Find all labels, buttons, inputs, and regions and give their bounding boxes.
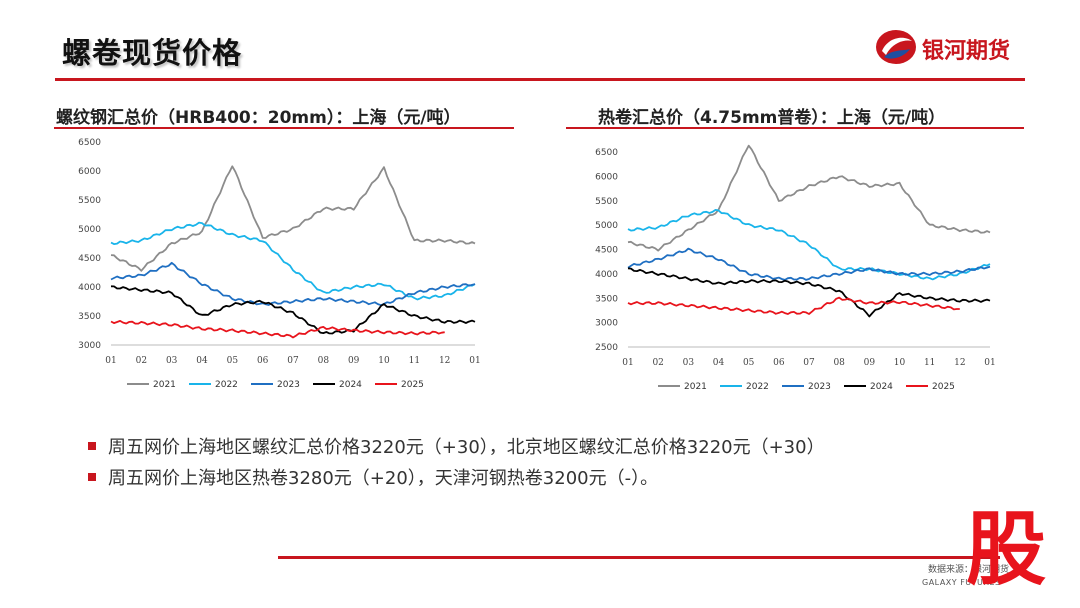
legend-label-2024: 2024: [339, 380, 362, 390]
rebar-chart-title: 螺纹钢汇总价（HRB400：20mm）：上海（元/吨）: [56, 108, 461, 128]
legend-label-2021: 2021: [153, 380, 176, 390]
y-tick-label: 4000: [78, 283, 101, 293]
y-tick-label: 5500: [78, 196, 101, 206]
y-tick-label: 3500: [78, 312, 101, 322]
rebar-price-chart: 3000 3500 4000 4500 5000 5500 6000 6500 01 02 03 04…: [78, 138, 481, 390]
y-tick-label: 6000: [78, 167, 101, 177]
legend-label-2023: 2023: [808, 382, 831, 392]
y-tick-label: 4000: [595, 270, 618, 280]
header-divider: [55, 78, 1025, 81]
commentary-text: 周五网价上海地区热卷3280元（+20），天津河钢热卷3200元（-）。: [108, 468, 659, 489]
hrc-chart-title: 热卷汇总价（4.75mm普卷）：上海（元/吨）: [598, 108, 946, 128]
legend-label-2024: 2024: [870, 382, 893, 392]
legend-label-2022: 2022: [215, 380, 238, 390]
x-tick-label: 10: [378, 356, 390, 366]
x-tick-label: 01: [984, 358, 995, 368]
y-tick-label: 4500: [595, 246, 618, 256]
legend-label-2025: 2025: [401, 380, 424, 390]
x-tick-label: 03: [166, 356, 178, 366]
company-logo: 银河期货: [874, 27, 1044, 67]
x-tick-label: 04: [196, 356, 208, 366]
x-tick-label: 03: [683, 358, 695, 368]
series-line-2024: [627, 267, 991, 318]
y-tick-label: 3000: [595, 319, 618, 329]
x-tick-label: 12: [954, 358, 965, 368]
series-line-2021: [110, 165, 476, 272]
legend-label-2021: 2021: [684, 382, 707, 392]
footer-divider: [278, 556, 1000, 559]
x-tick-label: 07: [287, 356, 299, 366]
y-tick-label: 6500: [78, 138, 101, 148]
x-tick-label: 06: [773, 358, 785, 368]
x-tick-label: 11: [924, 358, 935, 368]
data-source: 数据来源：银河期货: [928, 565, 1010, 575]
hrc-price-chart: 2500 3000 3500 4000 4500 5000 5500 6000 6500 01 02…: [595, 144, 996, 392]
x-tick-label: 04: [713, 358, 725, 368]
x-tick-label: 05: [743, 358, 755, 368]
y-tick-label: 6000: [595, 172, 618, 182]
rebar-title-underline: [54, 127, 514, 129]
galaxy-logo-icon: [876, 30, 916, 64]
y-tick-label: 3500: [595, 294, 618, 304]
x-tick-label: 05: [227, 356, 239, 366]
commentary-list: 周五网价上海地区螺纹汇总价格3220元（+30），北京地区螺纹汇总价格3220元…: [88, 436, 825, 498]
legend-label-2023: 2023: [277, 380, 300, 390]
series-line-2025: [627, 296, 960, 315]
series-line-2023: [110, 261, 476, 307]
x-tick-label: 08: [318, 356, 330, 366]
y-tick-label: 5500: [595, 197, 618, 207]
commentary-item: 周五网价上海地区螺纹汇总价格3220元（+30），北京地区螺纹汇总价格3220元…: [88, 436, 825, 467]
bullet-square-icon: [88, 473, 96, 481]
series-line-2022: [110, 221, 476, 301]
footer-brand: GALAXY FUTURES: [922, 578, 1001, 587]
logo-text: 银河期货: [922, 39, 1011, 64]
x-tick-label: 01: [622, 358, 633, 368]
y-tick-label: 6500: [595, 148, 618, 158]
x-tick-label: 01: [105, 356, 116, 366]
y-tick-label: 2500: [595, 343, 618, 353]
x-tick-label: 01: [469, 356, 480, 366]
page-title: 螺卷现货价格: [62, 36, 243, 70]
x-tick-label: 08: [833, 358, 845, 368]
legend-label-2022: 2022: [746, 382, 769, 392]
series-line-2021: [627, 144, 991, 252]
y-tick-label: 4500: [78, 254, 101, 264]
x-tick-label: 07: [803, 358, 815, 368]
hrc-title-underline: [566, 127, 1024, 129]
series-line-2023: [627, 247, 991, 281]
x-tick-label: 09: [864, 358, 876, 368]
series-line-2025: [110, 320, 445, 339]
legend-label-2025: 2025: [932, 382, 955, 392]
x-tick-label: 09: [348, 356, 360, 366]
commentary-item: 周五网价上海地区热卷3280元（+20），天津河钢热卷3200元（-）。: [88, 467, 825, 498]
x-tick-label: 12: [439, 356, 450, 366]
bullet-square-icon: [88, 442, 96, 450]
series-line-2024: [110, 285, 476, 335]
watermark: 股: [966, 503, 1046, 596]
series-line-2022: [627, 209, 991, 281]
y-tick-label: 5000: [78, 225, 101, 235]
x-tick-label: 10: [894, 358, 906, 368]
commentary-text: 周五网价上海地区螺纹汇总价格3220元（+30），北京地区螺纹汇总价格3220元…: [108, 437, 825, 458]
y-tick-label: 3000: [78, 341, 101, 351]
x-tick-label: 06: [257, 356, 269, 366]
x-tick-label: 02: [136, 356, 147, 366]
x-tick-label: 11: [409, 356, 420, 366]
x-tick-label: 02: [652, 358, 663, 368]
y-tick-label: 5000: [595, 221, 618, 231]
